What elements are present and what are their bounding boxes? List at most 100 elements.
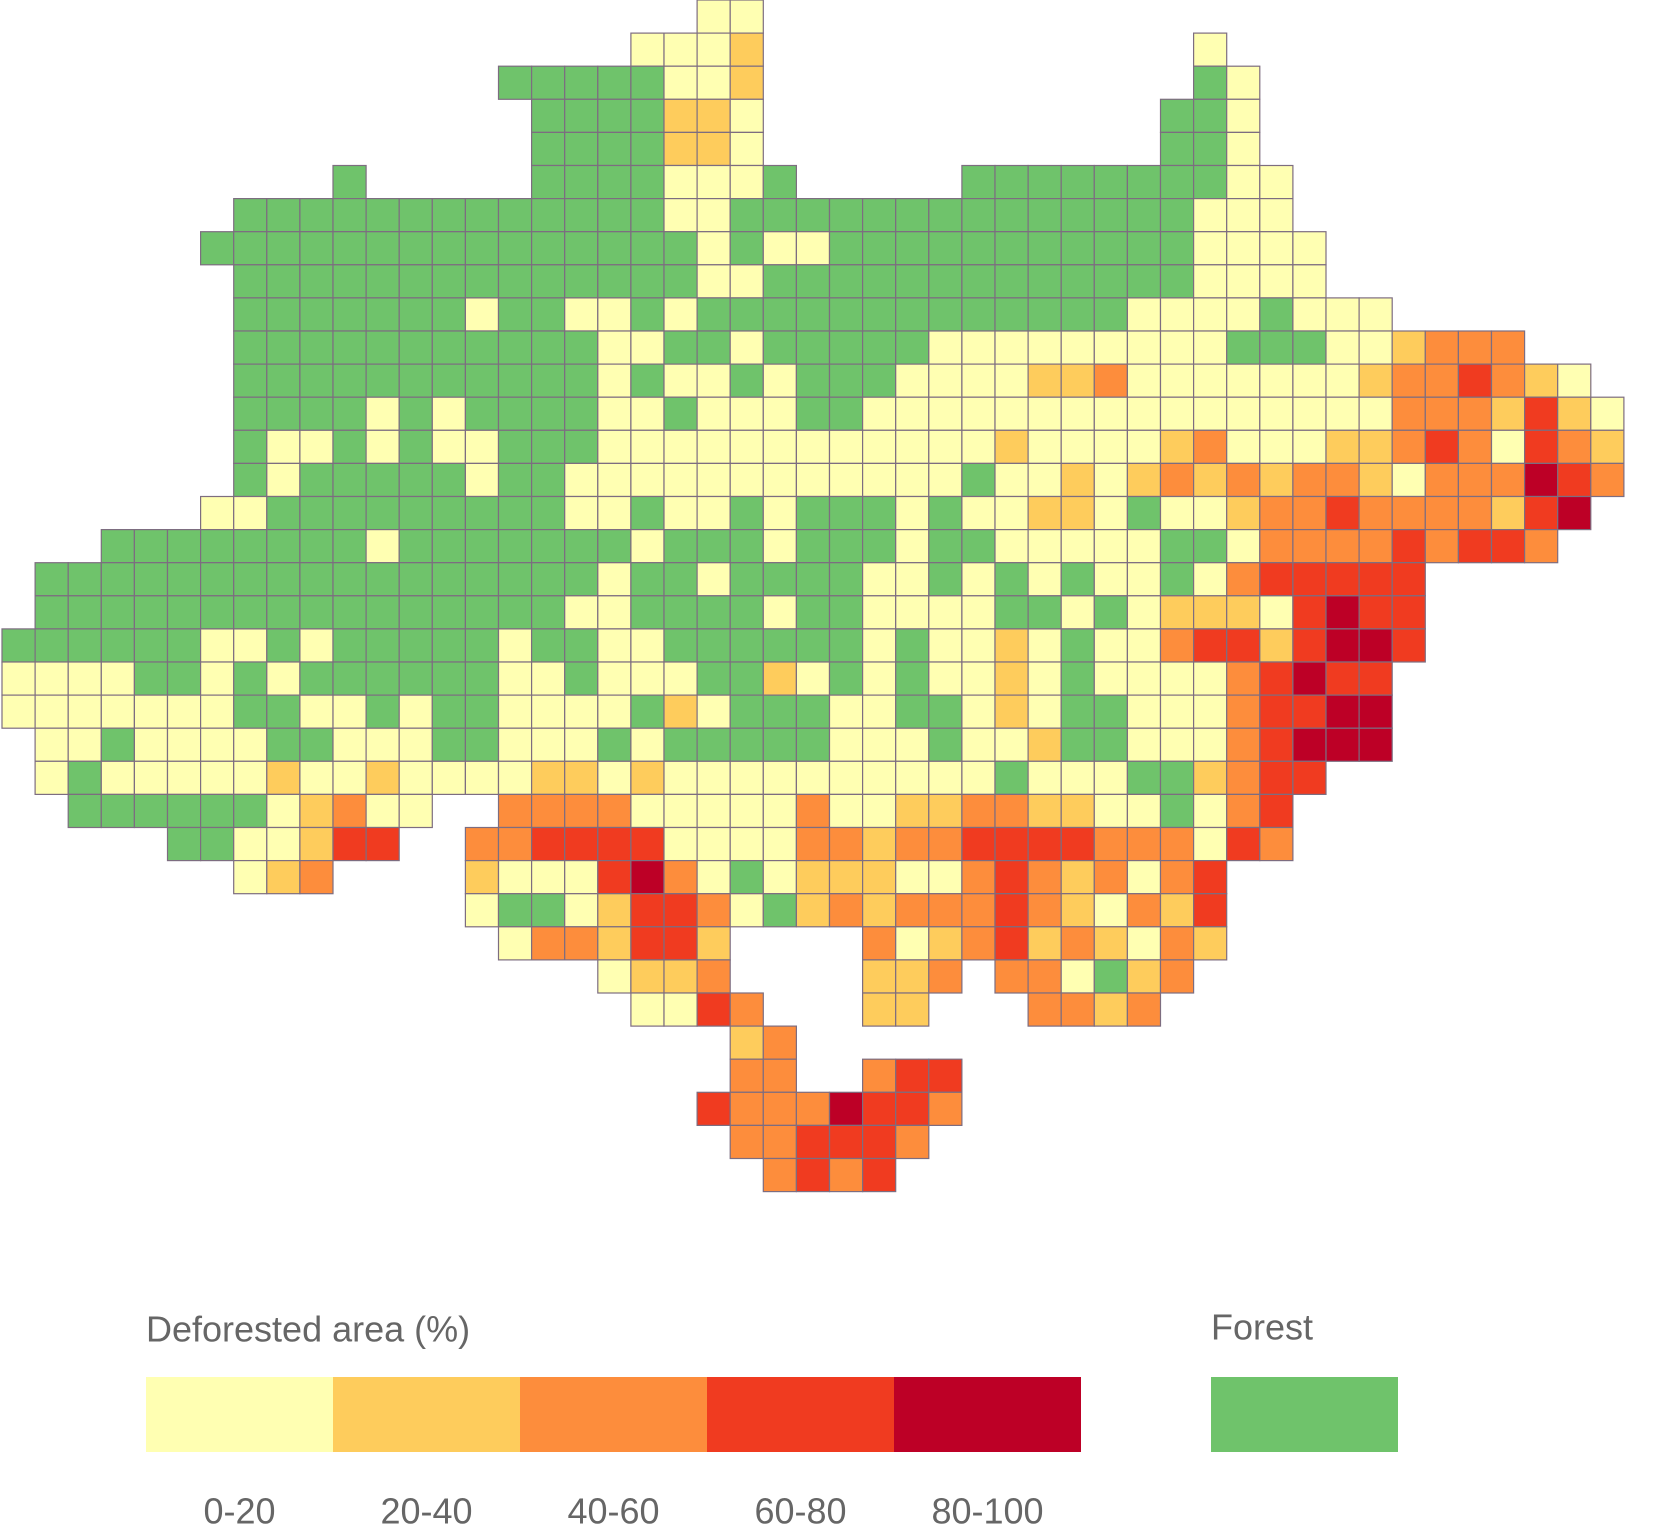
grid-cell (398, 628, 433, 663)
grid-cell (564, 926, 599, 961)
grid-cell (332, 694, 367, 729)
grid-cell (464, 462, 500, 498)
grid-cell (994, 363, 1029, 398)
grid-cell (1292, 694, 1327, 729)
grid-cell (1126, 859, 1162, 895)
grid-cell (299, 562, 334, 597)
grid-cell (696, 363, 731, 398)
grid-cell (365, 793, 400, 829)
grid-cell (1126, 396, 1162, 431)
grid-cell (530, 330, 566, 365)
grid-cell (597, 462, 632, 498)
grid-cell (1159, 859, 1195, 895)
grid-cell (1192, 363, 1228, 398)
grid-cell (630, 926, 665, 961)
grid-cell (1424, 495, 1460, 531)
grid-cell (1424, 330, 1460, 365)
grid-cell (1259, 164, 1294, 200)
grid-cell (365, 694, 400, 729)
grid-cell (663, 859, 698, 895)
grid-cell (828, 727, 864, 762)
grid-cell (1126, 694, 1162, 729)
grid-cell (1093, 528, 1129, 564)
grid-cell (961, 926, 996, 961)
legend-label: 20-40 (380, 1491, 472, 1532)
grid-cell (1226, 330, 1261, 365)
grid-cell (1159, 562, 1195, 597)
grid-cell (497, 495, 533, 531)
grid-cell (828, 595, 864, 630)
grid-cell (431, 264, 466, 299)
grid-cell (1259, 661, 1294, 696)
grid-cell (464, 429, 500, 464)
grid-cell (928, 793, 963, 829)
grid-cell (696, 760, 731, 795)
grid-cell (1192, 926, 1228, 961)
grid-cell (464, 562, 500, 597)
grid-cell (564, 595, 599, 630)
grid-cell (1093, 297, 1129, 332)
grid-cell (497, 760, 533, 795)
grid-cell (961, 297, 996, 332)
grid-cell (1060, 363, 1095, 398)
grid-cell (1292, 528, 1327, 564)
grid-cell (1060, 495, 1095, 531)
grid-cell (530, 231, 566, 266)
grid-cell (1093, 231, 1129, 266)
grid-cell (597, 826, 632, 862)
grid-cell (1259, 297, 1294, 332)
grid-cell (1027, 893, 1062, 928)
grid-cell (895, 1124, 930, 1160)
grid-cell (928, 1091, 963, 1127)
grid-cell (1, 628, 36, 663)
grid-cell (630, 98, 665, 134)
grid-cell (431, 661, 466, 696)
grid-cell (1358, 429, 1393, 464)
grid-cell (1159, 959, 1195, 994)
grid-cell (1226, 826, 1261, 862)
grid-cell (1226, 628, 1261, 663)
grid-cell (1093, 926, 1129, 961)
grid-cell (1027, 959, 1062, 994)
grid-cell (1060, 396, 1095, 431)
grid-cell (663, 164, 698, 200)
grid-cell (895, 264, 930, 299)
grid-cell (1126, 926, 1162, 961)
grid-cell (431, 694, 466, 729)
grid-cell (1292, 363, 1327, 398)
grid-cell (1093, 893, 1129, 928)
grid-cell (861, 264, 897, 299)
grid-cell (266, 264, 301, 299)
grid-cell (928, 826, 963, 862)
grid-cell (365, 495, 400, 531)
grid-cell (1192, 595, 1228, 630)
grid-cell (630, 893, 665, 928)
grid-cell (1093, 429, 1129, 464)
grid-cell (696, 462, 731, 498)
grid-cell (895, 198, 930, 233)
grid-cell (762, 1124, 797, 1160)
grid-cell (795, 231, 831, 266)
grid-cell (1457, 429, 1493, 464)
grid-cell (795, 893, 831, 928)
grid-cell (696, 694, 731, 729)
grid-cell (663, 131, 698, 167)
grid-cell (497, 65, 533, 100)
grid-cell (696, 628, 731, 663)
grid-cell (597, 495, 632, 531)
grid-cell (828, 396, 864, 431)
grid-cell (961, 495, 996, 531)
grid-cell (895, 859, 930, 895)
grid-cell (464, 893, 500, 928)
grid-cell (696, 198, 731, 233)
grid-cell (1226, 495, 1261, 531)
grid-cell (795, 760, 831, 795)
grid-cell (1192, 231, 1228, 266)
grid-cell (597, 661, 632, 696)
grid-cell (1192, 893, 1228, 928)
grid-cell (663, 65, 698, 100)
grid-cell (398, 595, 433, 630)
grid-cell (928, 363, 963, 398)
grid-cell (663, 363, 698, 398)
grid-cell (729, 628, 764, 663)
